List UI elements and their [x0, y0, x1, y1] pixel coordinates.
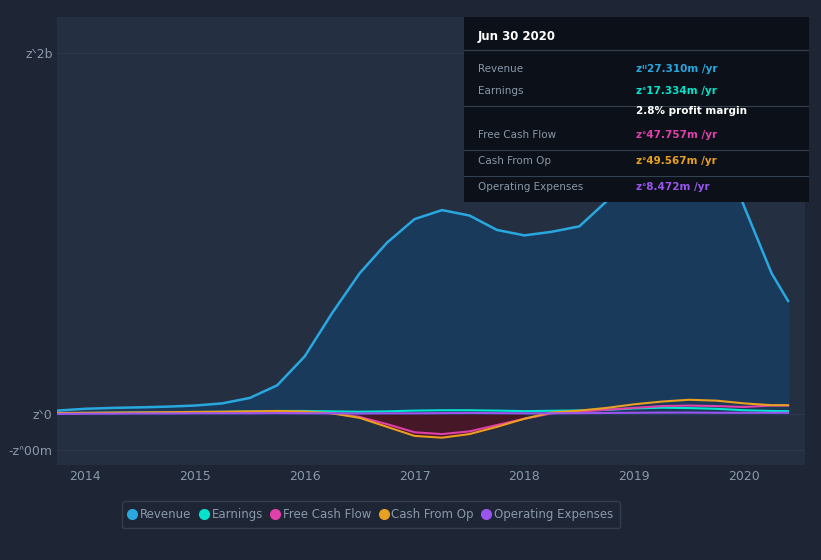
Text: zᐤ49.567m /yr: zᐤ49.567m /yr: [636, 156, 717, 166]
Text: zᐦ27.310m /yr: zᐦ27.310m /yr: [636, 63, 718, 73]
Text: Cash From Op: Cash From Op: [478, 156, 551, 166]
Text: Free Cash Flow: Free Cash Flow: [478, 130, 556, 140]
Text: 2.8% profit margin: 2.8% profit margin: [636, 106, 747, 116]
Text: Jun 30 2020: Jun 30 2020: [478, 30, 556, 43]
Text: zᐤ47.757m /yr: zᐤ47.757m /yr: [636, 130, 718, 140]
Text: zᐤ17.334m /yr: zᐤ17.334m /yr: [636, 86, 718, 96]
Text: zᐤ8.472m /yr: zᐤ8.472m /yr: [636, 182, 710, 192]
Text: Operating Expenses: Operating Expenses: [478, 182, 583, 192]
Text: Revenue: Revenue: [478, 63, 523, 73]
Legend: Revenue, Earnings, Free Cash Flow, Cash From Op, Operating Expenses: Revenue, Earnings, Free Cash Flow, Cash …: [122, 501, 620, 528]
Text: Earnings: Earnings: [478, 86, 523, 96]
